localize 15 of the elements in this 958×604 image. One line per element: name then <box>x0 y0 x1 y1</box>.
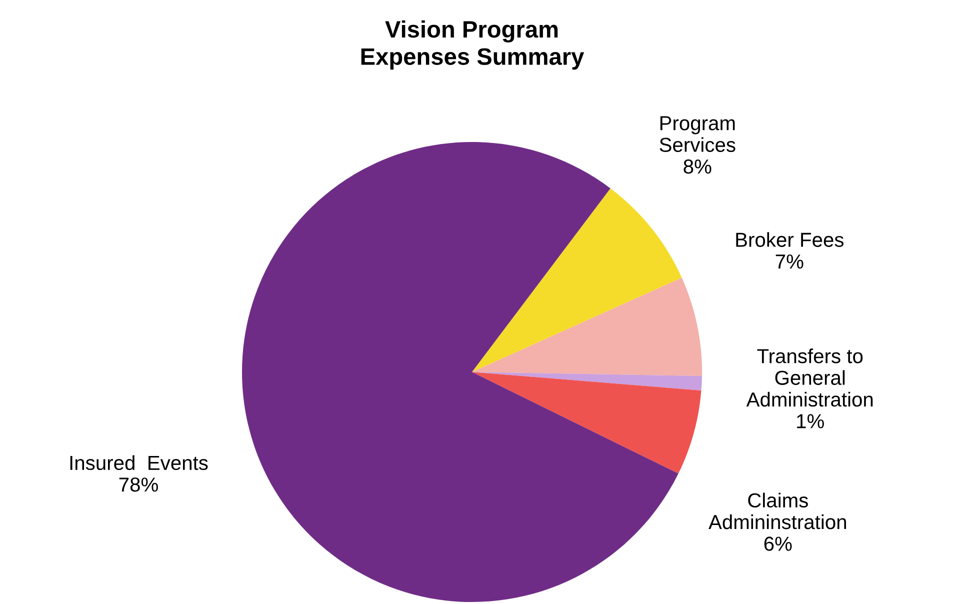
slice-label: Claims Admininstration <box>708 492 846 530</box>
slice-label: Program Services <box>660 116 736 152</box>
data-label: 78% <box>119 477 158 492</box>
slice-label: Broker Fees <box>736 232 844 247</box>
pie-slice <box>472 278 702 376</box>
slice-label: Insured Events <box>70 455 208 470</box>
pie-slice <box>472 372 702 474</box>
data-label: 8% <box>684 159 712 174</box>
pie-slice <box>472 372 702 390</box>
chart-title: Vision Program Expenses Summary <box>361 20 584 70</box>
data-label: 7% <box>776 254 804 269</box>
data-label: 6% <box>764 536 792 551</box>
pie-slice <box>472 188 682 372</box>
slice-label: Transfers to General Administration <box>746 348 873 407</box>
data-label: 1% <box>797 414 824 428</box>
